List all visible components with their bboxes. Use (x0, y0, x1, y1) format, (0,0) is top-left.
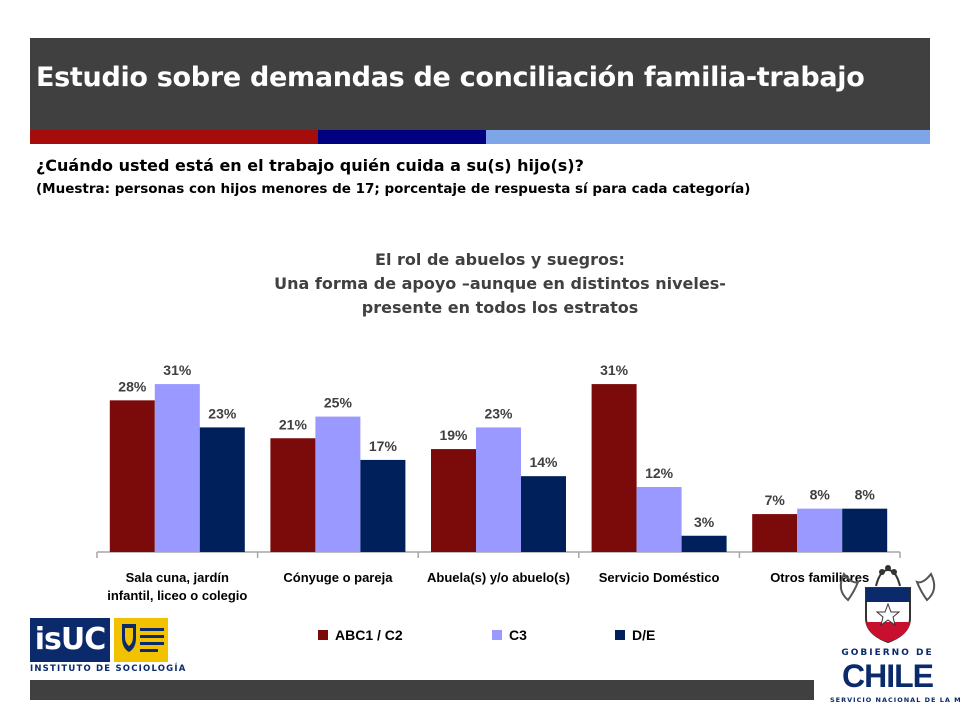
bar (154, 384, 200, 552)
x-tick-label: Abuela(s) y/o abuelo(s) (427, 570, 570, 585)
uc-crest-icon (114, 618, 168, 662)
bar-value-label: 8% (810, 487, 831, 503)
chile-coat-of-arms-icon (839, 565, 936, 644)
gobierno-de-text: GOBIERNO DE (841, 648, 934, 658)
x-tick-label: infantil, liceo o colegio (107, 588, 247, 603)
x-tick-label: Servicio Doméstico (599, 570, 720, 585)
header-band (30, 38, 930, 130)
bar (199, 427, 245, 552)
legend-label: ABC1 / C2 (335, 627, 403, 643)
bar-value-label: 31% (600, 362, 629, 378)
bar (521, 476, 566, 552)
bar (109, 400, 155, 552)
bar (842, 508, 888, 552)
chile-text: CHILE (842, 658, 934, 694)
header-stripe-red (30, 130, 318, 144)
header-stripe-lightblue (486, 130, 930, 144)
bar-value-label: 14% (529, 454, 558, 470)
chart-title-line-1: El rol de abuelos y suegros: (375, 250, 625, 269)
isuc-logo: isUC INSTITUTO DE SOCIOLOGÍA (30, 618, 185, 674)
page-title: Estudio sobre demandas de conciliación f… (36, 62, 865, 93)
bar-value-label: 25% (324, 395, 353, 411)
chart-title: El rol de abuelos y suegros: Una forma d… (120, 248, 880, 320)
bar-value-label: 23% (208, 405, 237, 421)
bar (431, 449, 476, 552)
bar-value-label: 21% (279, 416, 308, 432)
legend-swatch (318, 630, 328, 640)
sernam-text: SERVICIO NACIONAL DE LA MUJER (830, 696, 960, 704)
bar-value-label: 12% (645, 465, 674, 481)
bar-value-label: 28% (118, 378, 147, 394)
bar (752, 514, 798, 552)
bar-value-label: 7% (765, 492, 786, 508)
footer-band (30, 680, 814, 700)
bar (360, 459, 406, 552)
isuc-logo-text: isUC (30, 618, 110, 662)
bar-value-label: 8% (855, 487, 876, 503)
x-tick-label: Sala cuna, jardín (126, 570, 229, 585)
bar-value-label: 19% (439, 427, 468, 443)
isuc-logo-subtitle: INSTITUTO DE SOCIOLOGÍA (30, 664, 187, 674)
legend-swatch (615, 630, 625, 640)
bar (797, 508, 843, 552)
bar-value-label: 3% (694, 514, 715, 530)
chart-title-line-3: presente en todos los estratos (361, 298, 639, 317)
bar (476, 427, 521, 552)
legend-label: C3 (509, 627, 527, 643)
bar (636, 487, 682, 552)
sample-note: (Muestra: personas con hijos menores de … (36, 181, 751, 197)
bar (681, 535, 727, 552)
chart-title-line-2: Una forma de apoyo –aunque en distintos … (274, 274, 726, 293)
bar (315, 416, 361, 552)
survey-question: ¿Cuándo usted está en el trabajo quién c… (36, 156, 584, 175)
bar-value-label: 17% (369, 438, 398, 454)
header-stripe-navy (318, 130, 486, 144)
legend-swatch (492, 630, 502, 640)
legend-label: D/E (632, 627, 655, 643)
bar-value-label: 31% (163, 362, 192, 378)
x-tick-label: Cónyuge o pareja (283, 570, 393, 585)
gobierno-de-chile-logo: GOBIERNO DE CHILE SERVICIO NACIONAL DE L… (830, 560, 960, 710)
bar (591, 384, 637, 552)
bar (270, 438, 316, 552)
bar-value-label: 23% (484, 405, 513, 421)
